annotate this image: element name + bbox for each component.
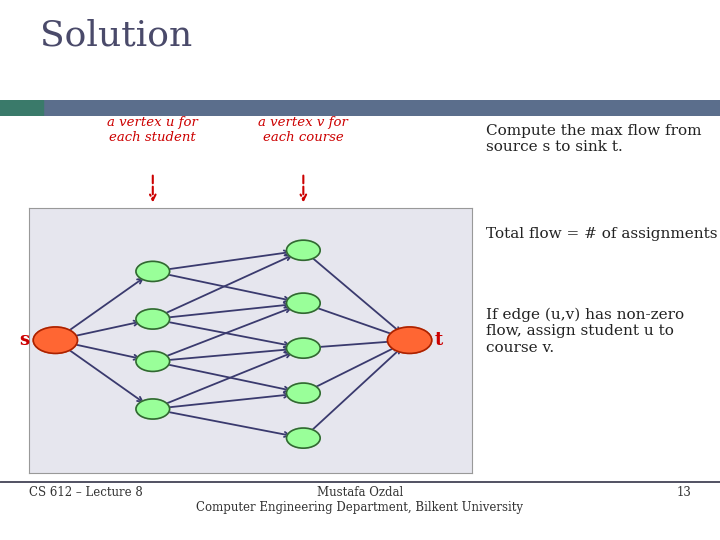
Text: 13: 13 — [676, 486, 691, 499]
Circle shape — [287, 240, 320, 260]
Text: Compute the max flow from
source s to sink t.: Compute the max flow from source s to si… — [486, 124, 701, 154]
Circle shape — [287, 428, 320, 448]
Circle shape — [287, 383, 320, 403]
Circle shape — [136, 352, 170, 372]
Circle shape — [136, 399, 170, 419]
Circle shape — [33, 327, 78, 353]
Circle shape — [387, 327, 432, 353]
Text: a vertex v for
each course: a vertex v for each course — [258, 116, 348, 144]
Text: Mustafa Ozdal
Computer Engineering Department, Bilkent University: Mustafa Ozdal Computer Engineering Depar… — [197, 486, 523, 514]
Text: Total flow = # of assignments: Total flow = # of assignments — [486, 227, 718, 241]
Circle shape — [136, 309, 170, 329]
Circle shape — [287, 293, 320, 313]
Text: t: t — [434, 331, 443, 349]
Bar — [0, 100, 43, 116]
Circle shape — [136, 261, 170, 281]
Text: s: s — [19, 331, 30, 349]
Text: a vertex u for
each student: a vertex u for each student — [107, 116, 198, 144]
Circle shape — [287, 338, 320, 358]
Text: Solution: Solution — [40, 19, 192, 53]
Text: If edge (u,v) has non-zero
flow, assign student u to
course v.: If edge (u,v) has non-zero flow, assign … — [486, 308, 684, 355]
Text: CS 612 – Lecture 8: CS 612 – Lecture 8 — [29, 486, 143, 499]
